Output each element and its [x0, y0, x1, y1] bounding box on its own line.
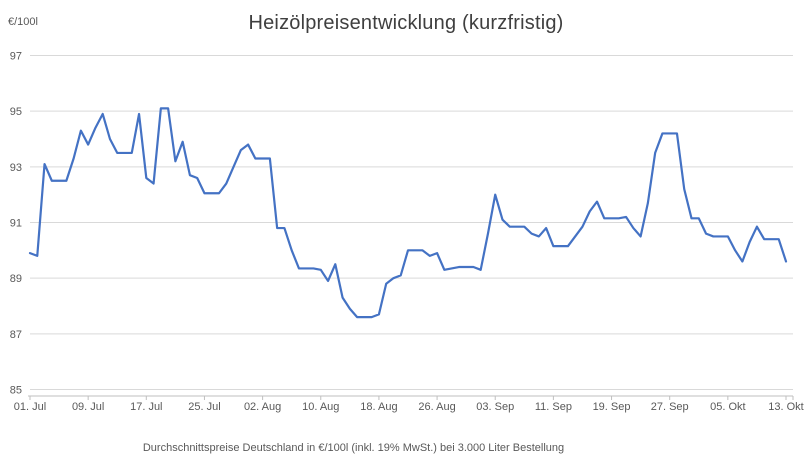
x-tick-label: 18. Aug — [360, 401, 397, 413]
x-tick-label: 01. Jul — [14, 401, 46, 413]
y-tick-label: 85 — [10, 384, 22, 396]
x-tick-label: 03. Sep — [476, 401, 514, 413]
x-tick-label: 11. Sep — [535, 401, 572, 413]
x-tick-label: 13. Okt — [768, 401, 803, 413]
y-tick-label: 91 — [10, 217, 22, 229]
price-line-chart: 97 95 93 91 89 87 85 01. Jul 09. Jul 17. Jul 25. J… — [10, 51, 804, 414]
y-tick-label: 89 — [10, 273, 22, 285]
x-tick-label: 19. Sep — [593, 401, 631, 413]
y-tick-label: 95 — [10, 106, 22, 118]
y-tick-label: 97 — [10, 51, 22, 63]
x-tick-label: 02. Aug — [244, 401, 281, 413]
x-tick-label: 09. Jul — [72, 401, 104, 413]
chart-title: Heizölpreisentwicklung (kurzfristig) — [248, 12, 564, 34]
x-tick-label: 05. Okt — [710, 401, 745, 413]
y-tick-label: 93 — [10, 162, 22, 174]
x-tick-label: 25. Jul — [188, 401, 220, 413]
price-series-line — [28, 107, 788, 319]
x-tick-label: 17. Jul — [130, 401, 162, 413]
x-tick-label: 10. Aug — [302, 401, 339, 413]
chart-footnote: Durchschnittspreise Deutschland in €/100… — [142, 442, 565, 454]
y-axis-unit-label: €/100l — [8, 16, 38, 28]
y-tick-label: 87 — [10, 329, 22, 341]
x-tick-label: 27. Sep — [651, 401, 689, 413]
x-tick-label: 26. Aug — [418, 401, 455, 413]
